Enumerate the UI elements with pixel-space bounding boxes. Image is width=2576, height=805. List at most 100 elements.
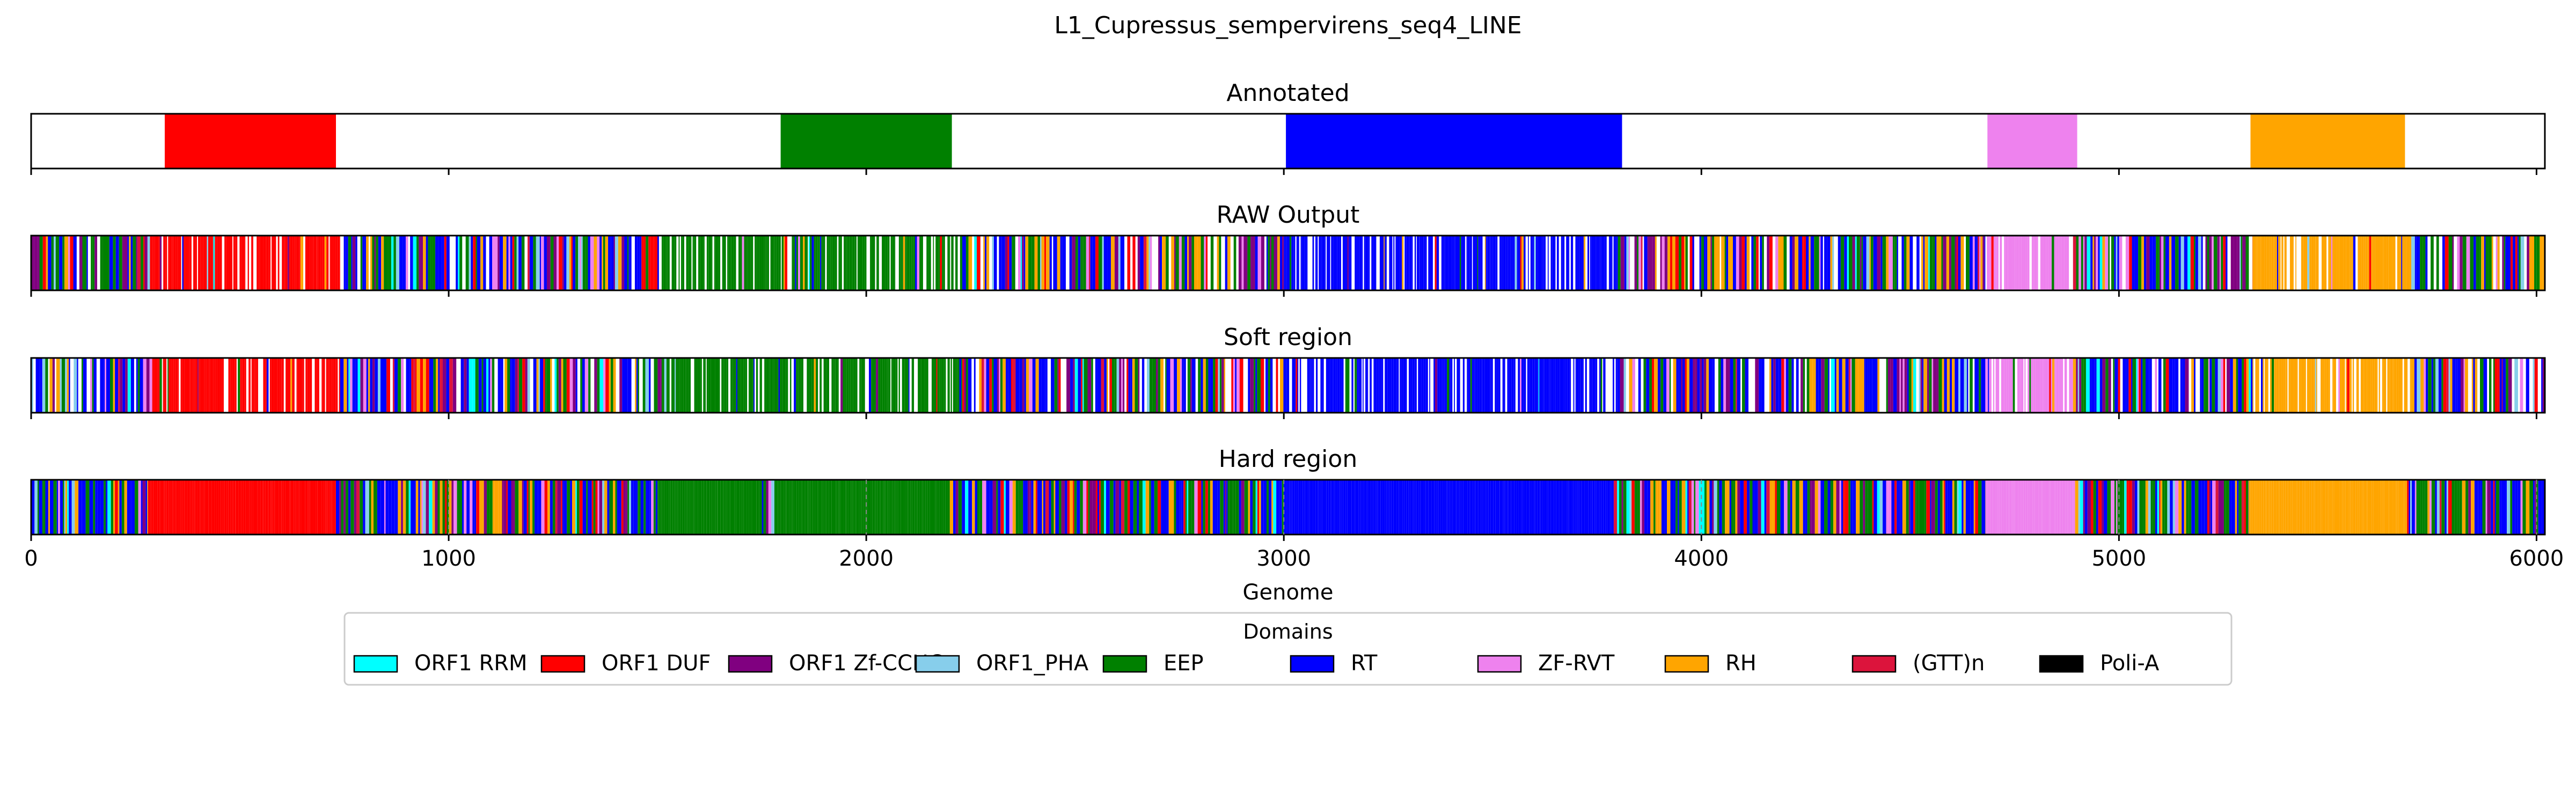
domain-stripe <box>2191 480 2195 535</box>
domain-stripe <box>2494 358 2498 413</box>
domain-stripe <box>943 480 946 535</box>
domain-stripe <box>804 480 806 535</box>
domain-stripe <box>1187 358 1191 413</box>
domain-stripe <box>628 236 630 290</box>
domain-stripe <box>142 480 146 535</box>
domain-stripe <box>2303 236 2306 290</box>
domain-stripe <box>290 358 292 413</box>
domain-stripe <box>763 236 765 290</box>
domain-stripe <box>2411 236 2415 290</box>
domain-stripe <box>654 358 658 413</box>
domain-stripe <box>1233 236 1236 290</box>
domain-stripe <box>2080 480 2083 535</box>
domain-stripe <box>46 236 48 290</box>
domain-stripe <box>643 480 646 535</box>
domain-stripe <box>1916 236 1919 290</box>
domain-stripe <box>274 358 276 413</box>
domain-stripe <box>816 480 818 535</box>
domain-stripe <box>1628 236 1630 290</box>
domain-stripe <box>1363 358 1364 413</box>
domain-stripe <box>1641 236 1643 290</box>
domain-stripe <box>1561 358 1563 413</box>
domain-stripe <box>212 358 214 413</box>
domain-stripe <box>2263 358 2264 413</box>
domain-stripe <box>210 480 212 535</box>
domain-stripe <box>1271 236 1274 290</box>
domain-stripe <box>697 358 700 413</box>
legend-item: EEP <box>1102 651 1204 676</box>
domain-stripe <box>426 236 428 290</box>
domain-stripe <box>2101 480 2104 535</box>
domain-stripe <box>1437 358 1440 413</box>
domain-stripe <box>2209 236 2212 290</box>
domain-stripe <box>996 480 998 535</box>
domain-stripe <box>657 480 659 535</box>
domain-stripe <box>113 236 116 290</box>
domain-stripe <box>1913 480 1915 535</box>
domain-stripe <box>2083 236 2085 290</box>
domain-stripe <box>1960 236 1964 290</box>
domain-stripe <box>1349 480 1352 535</box>
domain-stripe <box>1465 480 1468 535</box>
domain-stripe <box>1097 358 1101 413</box>
domain-stripe <box>1366 480 1367 535</box>
domain-stripe <box>1594 480 1596 535</box>
domain-stripe <box>2009 480 2012 535</box>
domain-stripe <box>53 480 57 535</box>
domain-stripe <box>831 480 834 535</box>
domain-stripe <box>2352 480 2353 535</box>
domain-stripe <box>1831 358 1835 413</box>
domain-stripe <box>429 480 433 535</box>
domain-stripe <box>687 480 690 535</box>
domain-stripe <box>2263 236 2265 290</box>
domain-stripe <box>2332 358 2334 413</box>
domain-stripe <box>730 480 733 535</box>
domain-stripe <box>2526 358 2529 413</box>
domain-stripe <box>406 236 408 290</box>
domain-stripe <box>232 480 233 535</box>
domain-stripe <box>2001 358 2004 413</box>
domain-stripe <box>1851 358 1855 413</box>
domain-stripe <box>2258 358 2259 413</box>
domain-stripe <box>2383 480 2384 535</box>
domain-stripe <box>678 480 680 535</box>
domain-stripe <box>1816 358 1819 413</box>
domain-stripe <box>1408 236 1410 290</box>
domain-stripe <box>552 480 555 535</box>
domain-stripe <box>1313 480 1315 535</box>
domain-stripe <box>1704 480 1707 535</box>
domain-stripe <box>1208 358 1210 413</box>
domain-stripe <box>82 480 86 535</box>
domain-stripe <box>895 480 897 535</box>
domain-stripe <box>401 480 403 535</box>
domain-stripe <box>1087 358 1092 413</box>
domain-stripe <box>2513 236 2515 290</box>
domain-stripe <box>1053 236 1055 290</box>
domain-stripe <box>823 480 825 535</box>
domain-stripe <box>2501 358 2503 413</box>
domain-stripe <box>381 236 384 290</box>
domain-stripe <box>279 480 281 535</box>
domain-stripe <box>2051 358 2053 413</box>
domain-stripe <box>2343 358 2345 413</box>
domain-stripe <box>1368 236 1370 290</box>
domain-stripe <box>2178 480 2180 535</box>
domain-stripe <box>1342 358 1344 413</box>
domain-stripe <box>105 358 106 413</box>
domain-stripe <box>1152 358 1157 413</box>
domain-stripe <box>1022 358 1024 413</box>
domain-stripe <box>1566 480 1568 535</box>
domain-stripe <box>205 236 207 290</box>
domain-stripe <box>100 480 104 535</box>
domain-stripe <box>813 480 815 535</box>
domain-stripe <box>2337 480 2340 535</box>
domain-stripe <box>1935 480 1938 535</box>
domain-stripe <box>1274 236 1278 290</box>
domain-stripe <box>1069 236 1072 290</box>
domain-stripe <box>933 480 935 535</box>
domain-stripe <box>259 480 261 535</box>
domain-stripe <box>1113 480 1116 535</box>
domain-stripe <box>1542 236 1544 290</box>
domain-stripe <box>1599 358 1601 413</box>
domain-stripe <box>727 480 729 535</box>
